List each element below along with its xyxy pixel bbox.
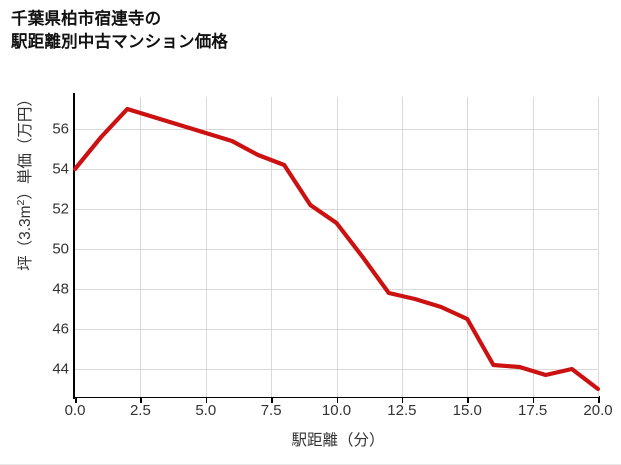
gridline-vertical <box>336 97 338 397</box>
x-axis-tick-mark <box>598 397 600 403</box>
gridline-vertical <box>532 97 534 397</box>
x-axis-tick-label: 15.0 <box>452 402 482 419</box>
gridline-vertical <box>271 97 273 397</box>
x-axis-tick-label: 7.5 <box>260 402 282 419</box>
gridline-vertical <box>205 97 207 397</box>
chart-title-line-1: 千葉県柏市宿連寺の <box>11 10 162 28</box>
x-axis-tick-label: 5.0 <box>195 402 217 419</box>
x-axis-tick-label: 17.5 <box>518 402 548 419</box>
x-axis-tick-mark <box>205 397 208 403</box>
gridline-vertical <box>467 97 469 397</box>
series-polyline <box>72 106 601 392</box>
gridline-vertical <box>598 97 599 397</box>
x-axis-tick-mark <box>401 397 404 403</box>
x-axis-tick-mark <box>140 397 142 403</box>
page-title: 千葉県柏市宿連寺の 駅距離別中古マンション価格 <box>11 8 611 55</box>
y-axis-tick-label: 44 <box>52 360 69 378</box>
y-axis-tick-label: 56 <box>52 120 69 138</box>
x-axis-tick-label: 0.0 <box>64 402 86 419</box>
x-axis-tick-label: 2.5 <box>129 402 151 419</box>
x-axis-tick-mark <box>271 397 273 403</box>
y-axis-label: 坪（3.3m2）単価（万円） <box>14 91 34 271</box>
x-axis-label: 駅距離（分） <box>291 432 385 449</box>
plot-area <box>72 97 601 397</box>
x-axis-tick-mark <box>532 397 535 403</box>
x-axis-tick-label: 20.0 <box>583 402 613 419</box>
y-axis-tick-label: 46 <box>52 320 69 338</box>
chart-title-line-2: 駅距離別中古マンション価格 <box>11 33 229 52</box>
x-axis-tick-mark <box>336 397 338 403</box>
y-axis-line <box>73 93 76 399</box>
x-axis-tick-label: 12.5 <box>387 402 417 419</box>
data-series-line <box>72 106 601 392</box>
y-axis-tick-label: 52 <box>52 200 69 218</box>
y-axis-tick-label: 50 <box>52 240 69 258</box>
y-axis-tick-label: 54 <box>52 160 69 178</box>
y-axis-tick-label: 48 <box>52 280 69 298</box>
x-axis-tick-mark <box>467 397 469 403</box>
x-axis-tick-label: 10.0 <box>321 402 352 419</box>
x-axis-tick-mark <box>75 397 77 403</box>
gridline-vertical <box>401 97 403 397</box>
gridline-vertical <box>140 97 142 397</box>
